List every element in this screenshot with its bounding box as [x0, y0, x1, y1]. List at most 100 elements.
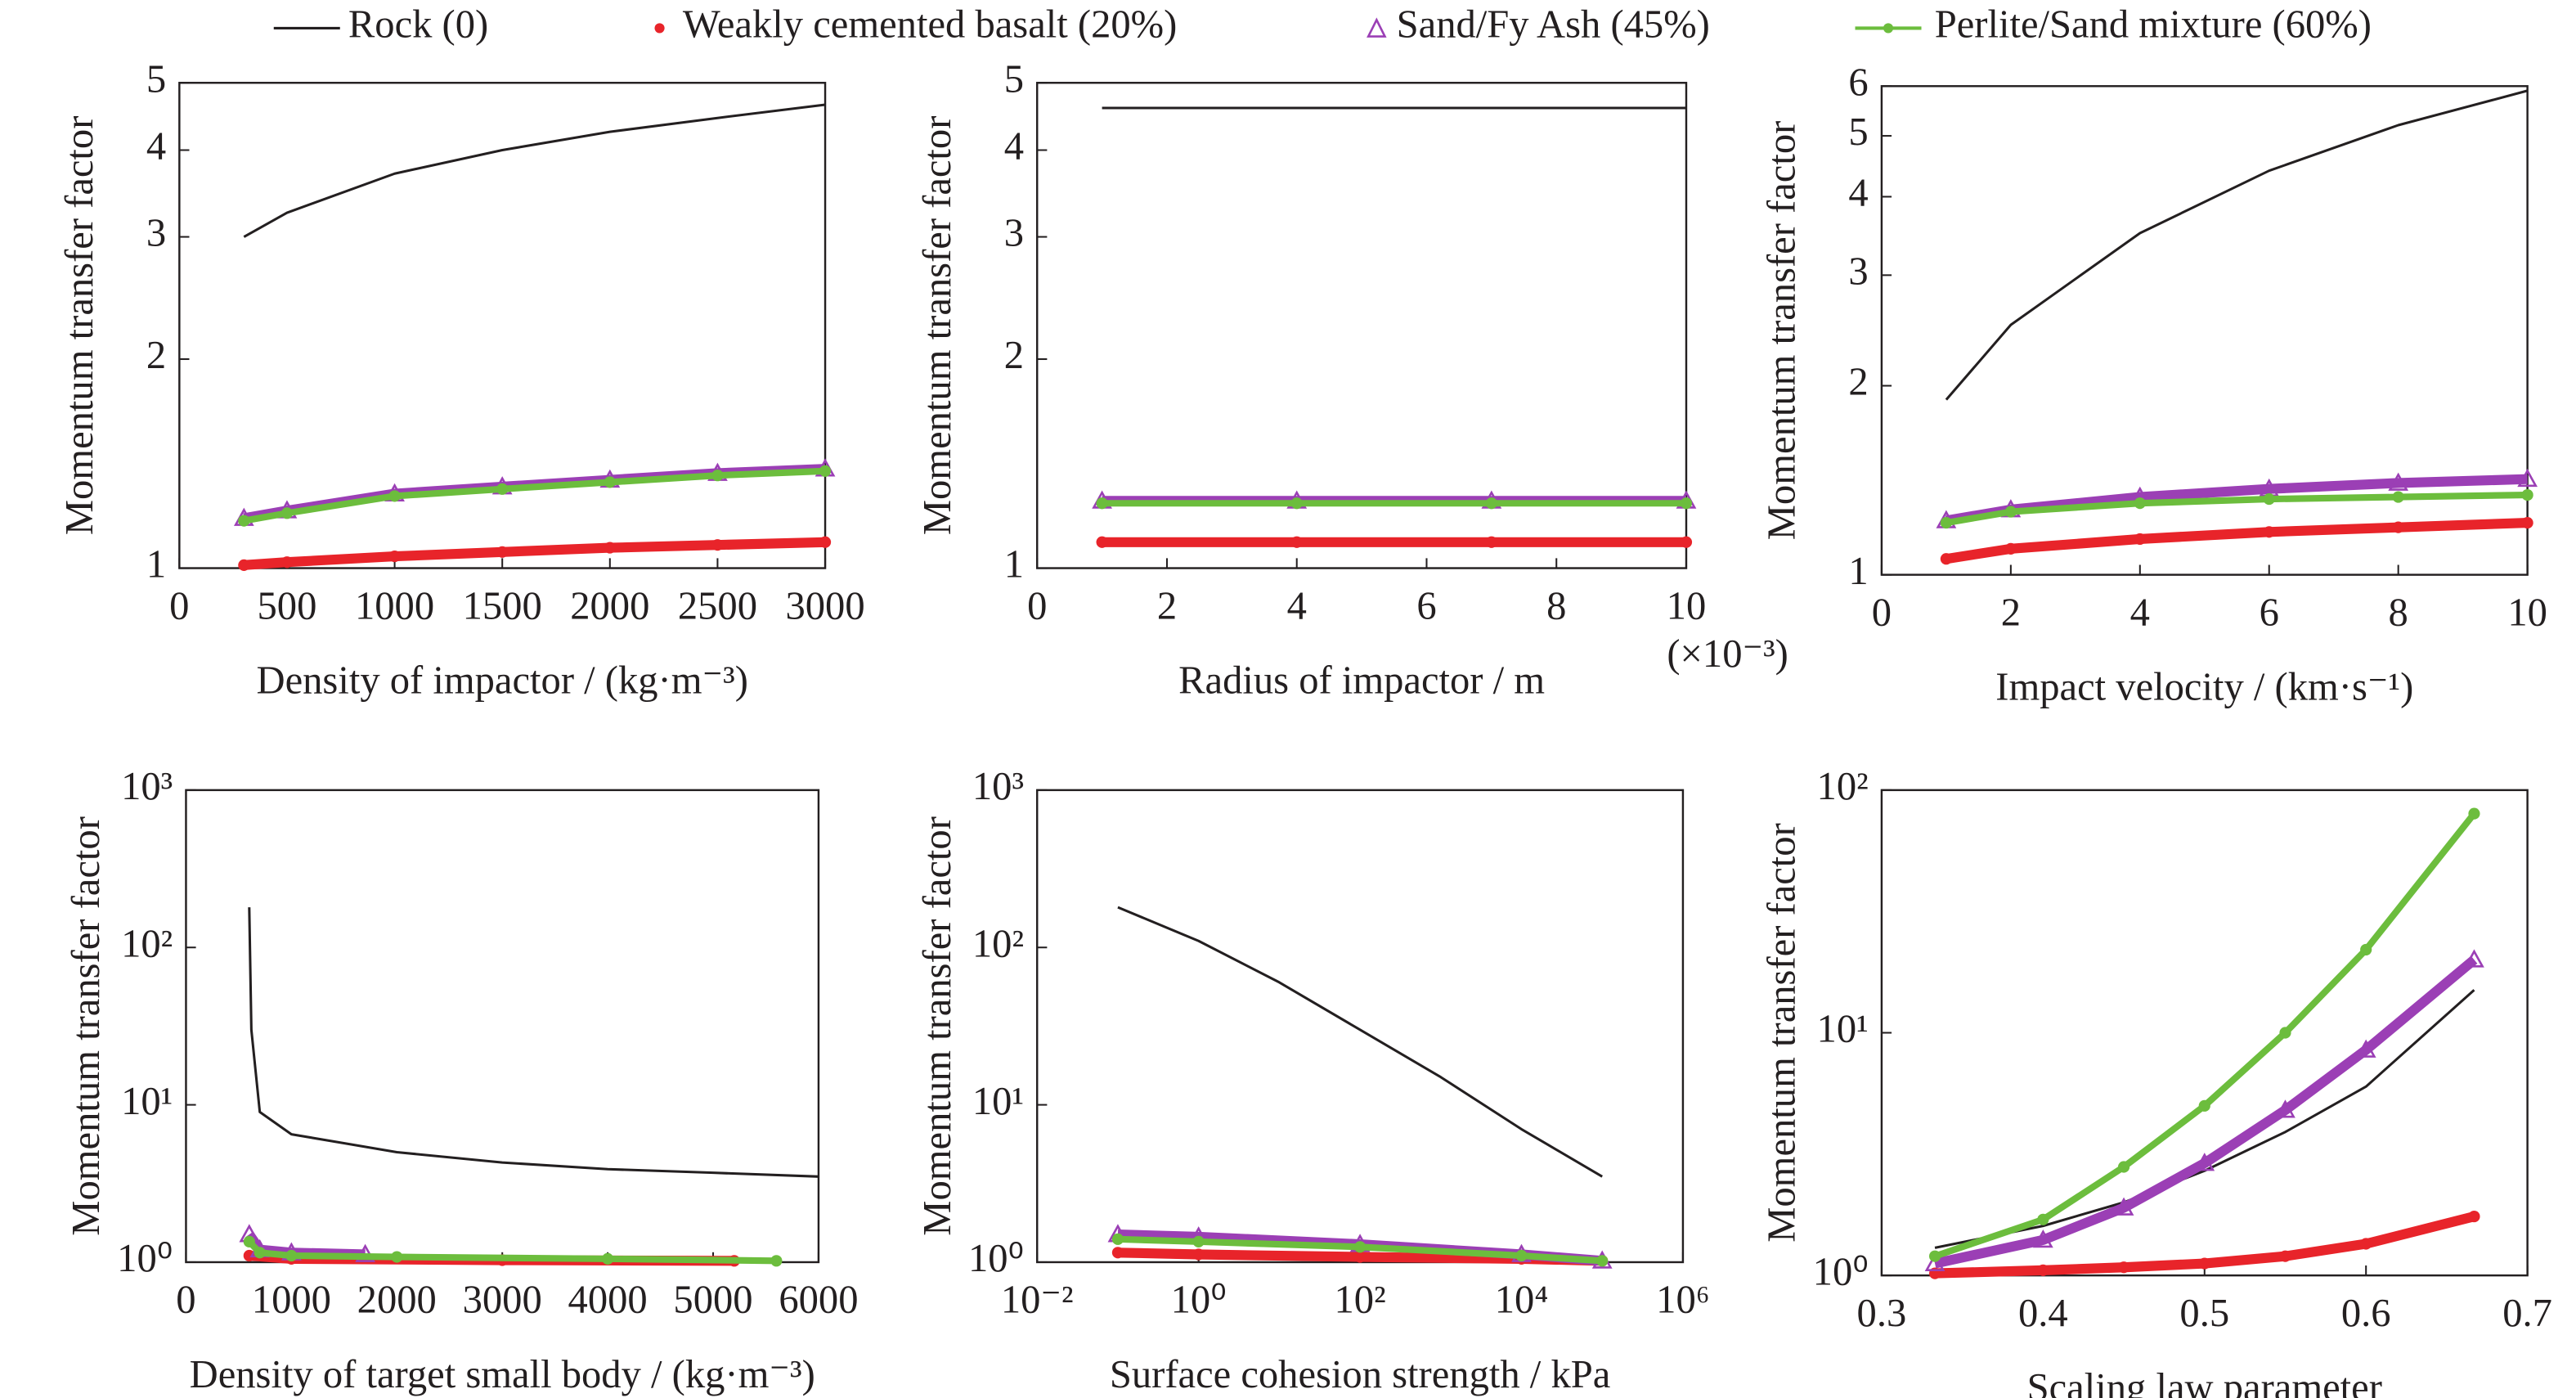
- marker: [2279, 1027, 2291, 1039]
- series-line: [1945, 518, 2528, 564]
- marker: [2194, 1153, 2215, 1171]
- marker: [243, 1235, 255, 1247]
- marker: [2517, 468, 2538, 488]
- plot-frame: [1880, 85, 2529, 576]
- marker: [2117, 1161, 2130, 1173]
- marker: [2468, 807, 2480, 820]
- marker: [711, 539, 724, 551]
- subplot: 0 1000 2000 3000 4000 5000 6000 10⁰ 10¹ 10² 10³ Den…: [64, 764, 858, 1396]
- x-tick-label: 2: [1157, 583, 1177, 627]
- legend-marker: [1367, 17, 1387, 38]
- marker: [770, 1255, 783, 1267]
- marker: [1940, 516, 1952, 529]
- legend-label: Weakly cemented basalt (20%): [683, 2, 1177, 47]
- plot-frame: [1036, 789, 1685, 1264]
- x-tick-label: 3000: [463, 1278, 542, 1322]
- marker: [1096, 497, 1108, 510]
- marker: [388, 490, 401, 502]
- marker: [2388, 472, 2409, 491]
- legend-marker: [1883, 23, 1894, 34]
- marker: [496, 483, 509, 495]
- y-tick-label: 5: [1848, 110, 1868, 154]
- x-tick-label: 3000: [785, 583, 864, 627]
- legend-label: Rock (0): [348, 2, 488, 47]
- marker: [1940, 553, 1952, 565]
- x-axis-label: Scaling law parameter: [2027, 1365, 2382, 1398]
- x-tick-label: 0: [1027, 583, 1047, 627]
- marker: [2392, 521, 2404, 533]
- marker: [2117, 1261, 2130, 1274]
- series-line: [1933, 955, 2478, 1269]
- y-tick-label: 10⁰: [968, 1236, 1024, 1280]
- series-line: [1933, 811, 2477, 1260]
- series-line: [243, 537, 826, 570]
- marker: [254, 1247, 266, 1259]
- y-tick-label: 4: [1004, 124, 1024, 169]
- x-tick-label: 8: [2389, 590, 2408, 634]
- x-tick-label: 0.5: [2179, 1291, 2229, 1335]
- x-tick-label: 6: [2260, 590, 2279, 634]
- x-tick-label: 0.4: [2018, 1291, 2068, 1335]
- y-tick-label: 2: [1848, 360, 1868, 404]
- marker: [496, 546, 509, 558]
- x-tick-label: 10⁰: [1171, 1278, 1227, 1322]
- y-tick-label: 5: [146, 56, 166, 101]
- x-axis-label: Impact velocity / (km·s⁻¹): [1995, 665, 2413, 709]
- y-tick-label: 4: [146, 124, 166, 169]
- marker: [604, 476, 616, 488]
- plot-frame: [178, 82, 827, 569]
- x-tick-label: 0: [176, 1278, 195, 1322]
- x-tick-label: 0.7: [2502, 1291, 2552, 1335]
- marker: [1596, 1255, 1609, 1267]
- marker: [2355, 1039, 2376, 1058]
- marker: [1924, 1252, 1945, 1271]
- y-tick-label: 2: [1004, 333, 1024, 377]
- series-line: [1945, 492, 2528, 527]
- y-tick-label: 4: [1848, 171, 1868, 215]
- plot-frame: [1036, 82, 1688, 569]
- marker: [2360, 943, 2372, 956]
- marker: [602, 1252, 614, 1265]
- marker: [2464, 949, 2484, 968]
- x-tick-label: 10⁻²: [1001, 1278, 1074, 1322]
- y-tick-label: 10²: [121, 921, 173, 965]
- series-line: [243, 467, 826, 524]
- marker: [1928, 1250, 1941, 1262]
- marker: [1353, 1241, 1367, 1253]
- marker: [2198, 1099, 2210, 1112]
- y-tick-label: 3: [1004, 211, 1024, 255]
- x-tick-label: 0: [169, 583, 189, 627]
- marker: [1485, 536, 1497, 548]
- subplot: 0 500 1000 1500 2000 2500 3000 1 2 3 4 5 Density of …: [57, 56, 865, 702]
- marker: [391, 1251, 403, 1263]
- x-tick-label: 1500: [463, 583, 542, 627]
- y-tick-label: 10¹: [1817, 1007, 1869, 1051]
- y-tick-label: 2: [146, 333, 166, 377]
- marker: [1353, 1251, 1367, 1263]
- y-tick-label: 10³: [972, 764, 1024, 808]
- y-axis-label: Momentum transfer factor: [57, 116, 101, 536]
- x-axis-label: Density of target small body / (kg·m⁻³): [190, 1352, 815, 1396]
- marker: [2134, 533, 2146, 546]
- y-tick-label: 10²: [1817, 764, 1869, 808]
- marker: [1111, 1233, 1124, 1245]
- y-tick-label: 1: [1848, 549, 1868, 593]
- marker: [2275, 1099, 2296, 1118]
- series-line: [248, 907, 819, 1178]
- x-tick-label: 2000: [570, 583, 649, 627]
- marker: [1290, 536, 1303, 548]
- marker: [1192, 1248, 1205, 1261]
- x-tick-label: 1000: [252, 1278, 331, 1322]
- y-tick-label: 1: [146, 542, 166, 587]
- x-tick-label: 2000: [357, 1278, 437, 1322]
- x-tick-label: 5000: [673, 1278, 752, 1322]
- marker: [238, 559, 250, 571]
- x-tick-label: 6: [1416, 583, 1436, 627]
- subplot: 0.3 0.4 0.5 0.6 0.7 10⁰ 10¹ 10² Scaling law para…: [1760, 764, 2552, 1398]
- marker: [243, 1249, 255, 1262]
- marker: [1192, 1235, 1205, 1247]
- marker: [819, 536, 832, 548]
- marker: [280, 507, 294, 519]
